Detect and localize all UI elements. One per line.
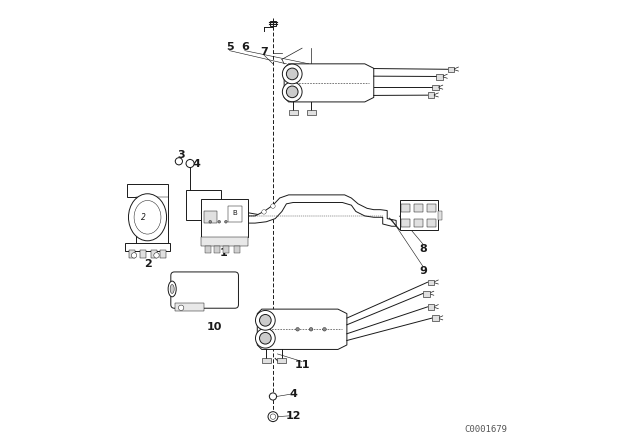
Bar xyxy=(201,199,248,237)
Polygon shape xyxy=(127,184,168,246)
Bar xyxy=(289,110,298,116)
Bar xyxy=(277,358,287,363)
Circle shape xyxy=(255,328,275,348)
Bar xyxy=(175,303,204,311)
Bar xyxy=(205,246,211,253)
Bar xyxy=(201,237,248,246)
Bar xyxy=(428,280,435,285)
Text: 9: 9 xyxy=(419,266,427,276)
Bar xyxy=(414,204,423,212)
Text: 2: 2 xyxy=(141,213,145,222)
Text: 8: 8 xyxy=(419,244,427,254)
Text: 6: 6 xyxy=(241,42,249,52)
Bar xyxy=(129,250,134,258)
Bar xyxy=(262,358,271,363)
Bar xyxy=(427,204,436,212)
Text: 4: 4 xyxy=(289,389,297,399)
Circle shape xyxy=(262,210,266,214)
Text: 4: 4 xyxy=(193,159,201,169)
Text: 12: 12 xyxy=(285,411,301,421)
Ellipse shape xyxy=(134,200,161,234)
Circle shape xyxy=(268,412,278,422)
Text: 1: 1 xyxy=(220,248,228,258)
Bar xyxy=(401,219,410,227)
Bar xyxy=(401,204,410,212)
Bar xyxy=(160,250,166,258)
Bar xyxy=(270,21,276,26)
Text: 2: 2 xyxy=(143,259,152,269)
Circle shape xyxy=(175,158,182,165)
Text: 11: 11 xyxy=(294,360,310,370)
Circle shape xyxy=(255,310,275,330)
Circle shape xyxy=(269,393,276,400)
Circle shape xyxy=(287,86,298,98)
Circle shape xyxy=(225,220,227,223)
Bar xyxy=(432,85,439,90)
Bar xyxy=(214,246,220,253)
Bar xyxy=(423,291,430,297)
Bar xyxy=(428,304,435,310)
Circle shape xyxy=(218,220,221,223)
Circle shape xyxy=(186,159,194,168)
Circle shape xyxy=(270,414,276,419)
Bar xyxy=(438,211,442,220)
Circle shape xyxy=(282,64,302,84)
Circle shape xyxy=(259,314,271,326)
Bar xyxy=(448,67,454,73)
Circle shape xyxy=(209,220,212,223)
Text: 3: 3 xyxy=(177,150,185,159)
Bar xyxy=(223,246,228,253)
Bar xyxy=(307,110,316,116)
Text: C0001679: C0001679 xyxy=(464,425,508,434)
Circle shape xyxy=(271,204,275,208)
Polygon shape xyxy=(230,195,396,226)
Text: B: B xyxy=(232,210,237,216)
Text: 10: 10 xyxy=(207,322,223,332)
Circle shape xyxy=(179,305,184,310)
Circle shape xyxy=(131,253,137,258)
Bar xyxy=(432,315,439,321)
Bar xyxy=(414,219,423,227)
Bar xyxy=(140,250,146,258)
Bar xyxy=(399,201,438,229)
Circle shape xyxy=(154,253,159,258)
Circle shape xyxy=(296,327,300,331)
FancyBboxPatch shape xyxy=(171,272,239,308)
Circle shape xyxy=(287,68,298,80)
Ellipse shape xyxy=(170,284,174,293)
Bar xyxy=(228,206,242,222)
Circle shape xyxy=(259,332,271,344)
Circle shape xyxy=(282,82,302,102)
Ellipse shape xyxy=(168,281,176,297)
Ellipse shape xyxy=(129,194,166,241)
Bar xyxy=(204,211,217,223)
Bar xyxy=(428,92,435,98)
Polygon shape xyxy=(284,64,374,102)
Circle shape xyxy=(323,327,326,331)
Text: 7: 7 xyxy=(260,47,268,56)
Text: 5: 5 xyxy=(226,42,234,52)
Bar xyxy=(427,219,436,227)
Bar xyxy=(436,74,444,80)
Bar xyxy=(234,246,240,253)
Polygon shape xyxy=(186,190,221,242)
Bar xyxy=(151,250,157,258)
Polygon shape xyxy=(257,309,347,349)
Circle shape xyxy=(309,327,313,331)
Bar xyxy=(125,243,170,251)
